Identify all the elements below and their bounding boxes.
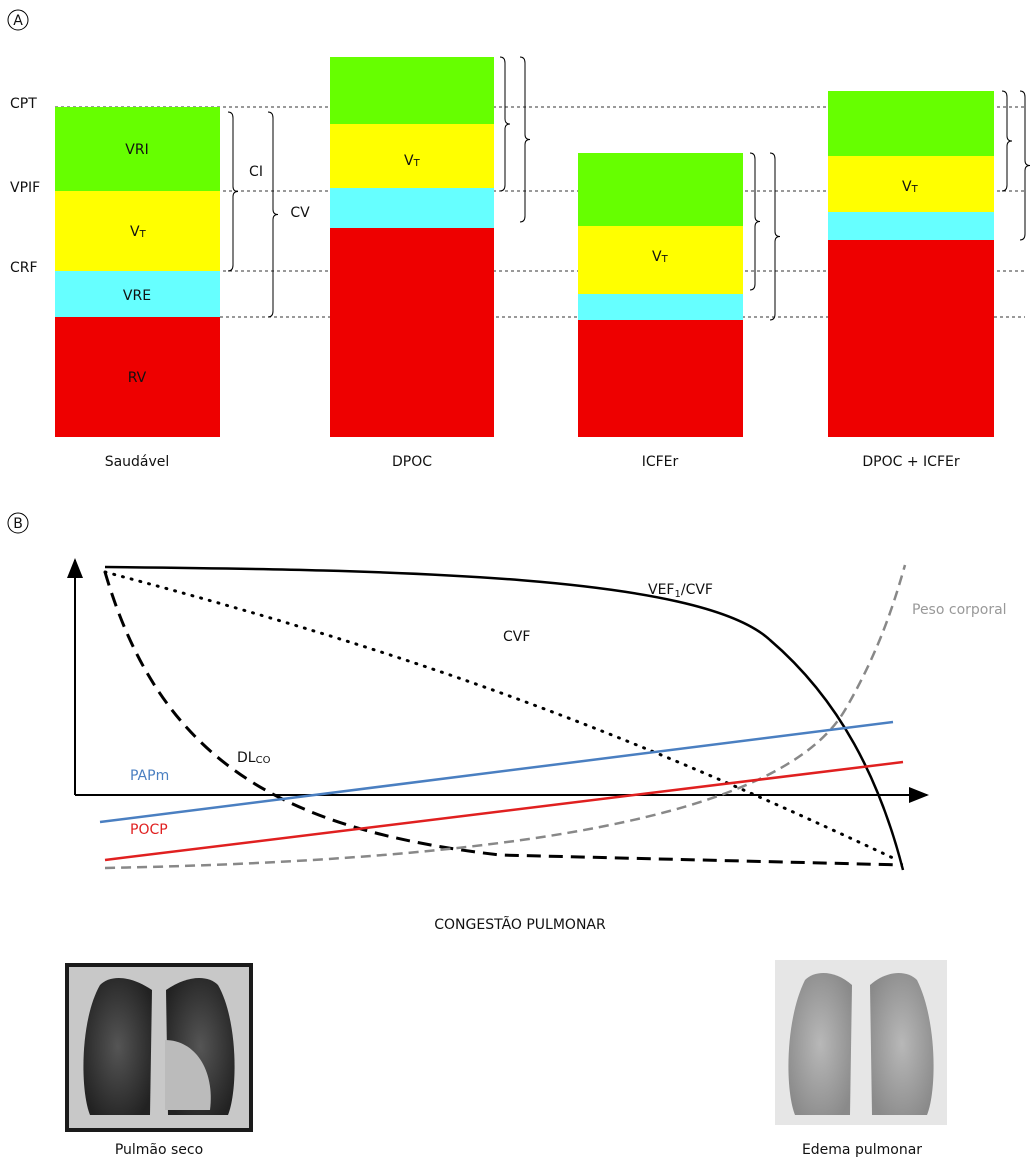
segment-irv <box>578 153 743 226</box>
segment-erv <box>330 188 494 228</box>
vt-sub: T <box>139 229 147 240</box>
column-label: Saudável <box>105 454 170 470</box>
segment-erv <box>828 212 994 240</box>
bracket <box>500 57 510 191</box>
level-label: VPIF <box>10 180 40 196</box>
column-label: DPOC + ICFEr <box>862 454 959 470</box>
image-caption: Pulmão seco <box>115 1142 203 1158</box>
level-label: CRF <box>10 260 38 276</box>
body-weight-curve <box>105 565 905 868</box>
fvc-curve <box>105 572 893 858</box>
segment-rv <box>828 240 994 437</box>
segment-rv <box>330 228 494 437</box>
segment-irv <box>330 57 494 124</box>
image-caption: Edema pulmonar <box>802 1142 922 1158</box>
dlco-curve <box>105 572 903 865</box>
curve-label: CVF <box>503 629 530 645</box>
segment-label: VRE <box>123 288 151 304</box>
curve-label: PAPm <box>130 768 169 784</box>
curve-label: POCP <box>130 822 168 838</box>
segment-irv <box>828 91 994 156</box>
panel-label: A <box>13 13 23 29</box>
vt-sub: T <box>413 158 421 169</box>
fev1-fvc-curve <box>105 567 903 870</box>
fev1-main: VEF <box>648 582 674 598</box>
dlco-main: DL <box>237 750 256 766</box>
segment-rv <box>578 320 743 437</box>
xray-edema <box>775 960 947 1125</box>
vt-main: V <box>652 249 662 265</box>
panel-label: B <box>13 516 23 532</box>
vt-main: V <box>902 179 912 195</box>
vt-main: V <box>130 224 140 240</box>
segment-label: VRI <box>125 142 148 158</box>
bracket <box>1002 91 1012 191</box>
bracket-label: CI <box>249 164 263 180</box>
xray-dry <box>65 963 253 1132</box>
vt-sub: T <box>661 254 669 265</box>
curve-label: Peso corporal <box>912 602 1007 618</box>
bracket <box>520 57 530 222</box>
bracket-label: CV <box>290 205 310 221</box>
vt-main: V <box>404 153 414 169</box>
bracket <box>268 112 278 317</box>
column-label: DPOC <box>392 454 432 470</box>
segment-erv <box>578 294 743 320</box>
x-axis-label: CONGESTÃO PULMONAR <box>434 916 606 933</box>
segment-label: RV <box>128 370 147 386</box>
vt-sub: T <box>911 184 919 195</box>
figure: A CPT VPIF CRF VRI VT VRE RV CI CV VT VT… <box>0 0 1035 1163</box>
bracket <box>1020 91 1030 240</box>
column-label: ICFEr <box>642 454 679 470</box>
fev1-rest: /CVF <box>681 582 713 598</box>
dlco-sub: CO <box>256 755 271 766</box>
level-label: CPT <box>10 96 37 112</box>
curve-label: VEF1/CVF <box>648 582 713 600</box>
bracket <box>770 153 780 320</box>
bracket <box>750 153 760 290</box>
curve-label: DLCO <box>237 750 271 766</box>
pcwp-line <box>105 762 903 860</box>
